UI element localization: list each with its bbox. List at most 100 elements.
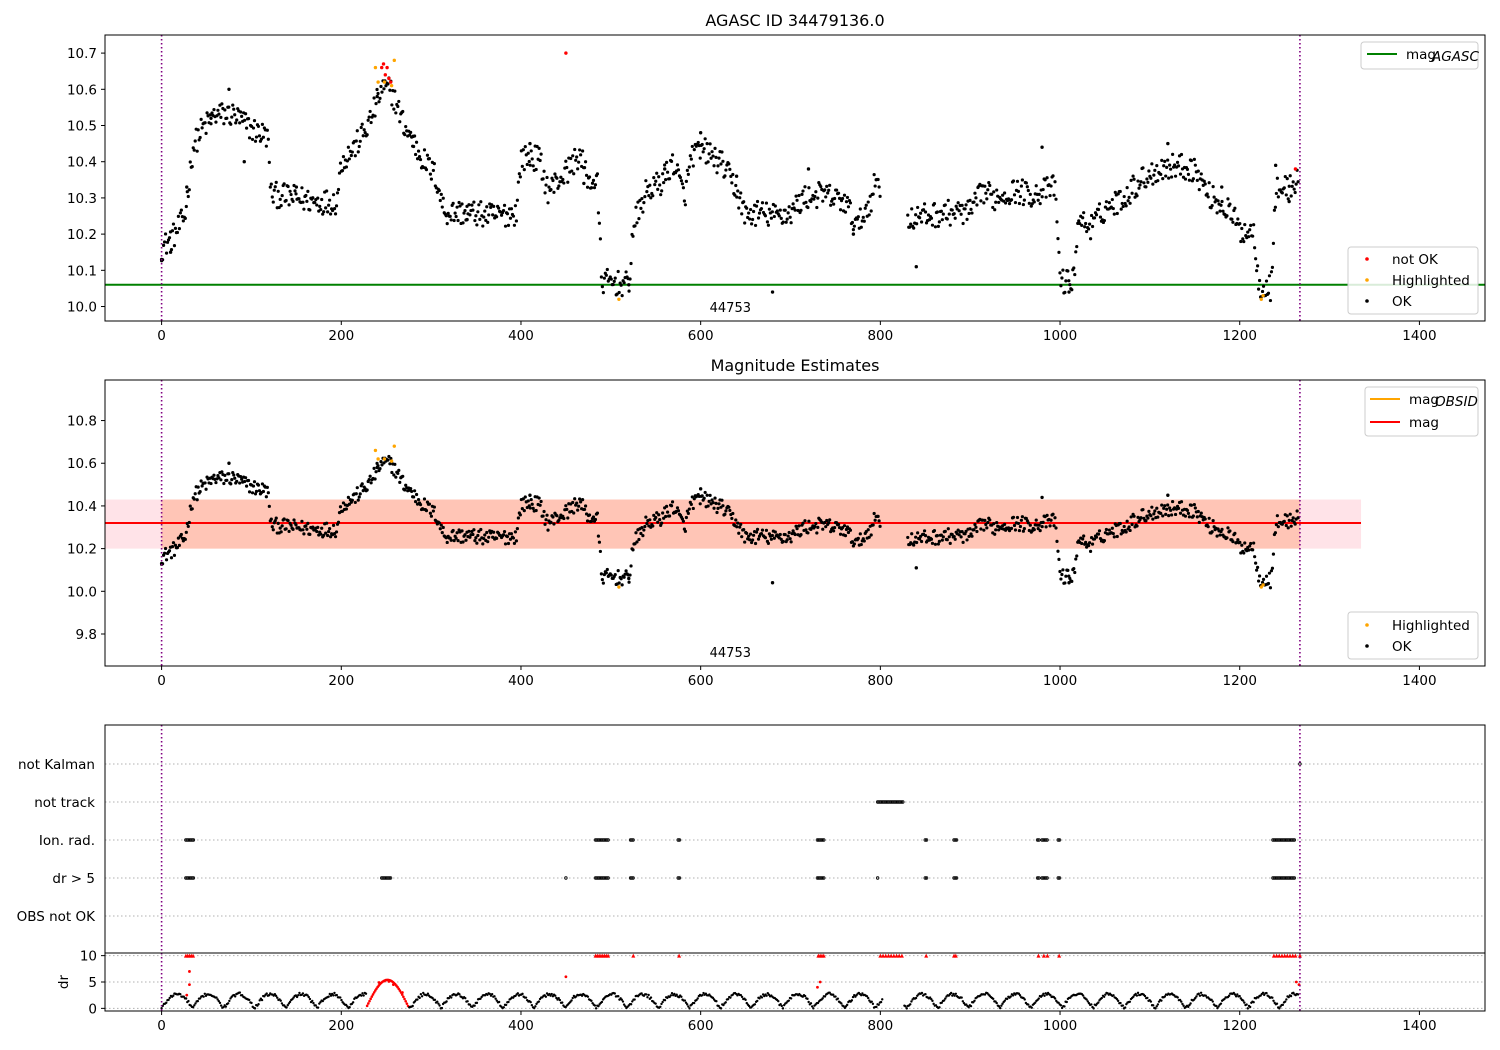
data-point-ok: [698, 156, 702, 160]
data-point-ok: [463, 208, 467, 213]
dr-point-red: [402, 995, 405, 999]
dr-point: [1278, 1007, 1281, 1010]
data-point-ok: [862, 539, 866, 543]
data-point-ok: [785, 538, 789, 542]
data-point-ok: [682, 199, 687, 203]
data-point-ok: [923, 210, 928, 214]
dr-point: [809, 1002, 813, 1005]
data-point-ok: [846, 205, 851, 209]
data-point-ok: [983, 518, 987, 522]
data-point-ok: [858, 532, 862, 536]
data-point-ok: [165, 240, 170, 244]
dr-point: [940, 1001, 944, 1004]
data-point-ok: [1164, 512, 1168, 516]
dr-point: [458, 993, 461, 996]
data-point-ok: [374, 470, 378, 474]
flag-marker: [1045, 838, 1049, 842]
data-point-ok: [277, 205, 281, 210]
data-point-ok: [713, 146, 717, 151]
data-point-ok: [812, 197, 816, 201]
dr-point: [1197, 992, 1200, 995]
data-point-ok: [597, 540, 602, 544]
data-point-ok: [1129, 515, 1133, 519]
dr-point: [422, 991, 425, 995]
data-point-ok: [354, 139, 358, 143]
dr-point: [495, 999, 499, 1002]
data-point-ok: [523, 145, 527, 149]
data-point-ok: [941, 212, 945, 216]
data-point-ok: [578, 148, 582, 152]
data-point-ok: [842, 524, 847, 528]
dr-point: [191, 1006, 195, 1009]
data-point-ok: [1037, 523, 1041, 527]
data-point-ok: [919, 539, 924, 544]
data-point-ok: [1236, 538, 1240, 542]
data-point-ok: [1226, 526, 1230, 530]
data-point-ok: [946, 527, 950, 531]
data-point-ok: [190, 164, 194, 169]
data-point-ok: [723, 174, 727, 178]
data-point-ok: [1094, 213, 1099, 217]
data-point-ok: [1221, 209, 1225, 213]
data-point-ok: [1178, 172, 1183, 176]
data-point-ok: [227, 472, 231, 476]
data-point-ok: [171, 541, 176, 545]
data-point-ok: [960, 203, 964, 207]
data-point-ok: [572, 511, 576, 515]
data-point-ok: [1288, 512, 1292, 516]
data-point-ok: [484, 218, 488, 222]
data-point-ok: [1162, 164, 1166, 168]
data-point-ok: [1070, 579, 1074, 583]
data-point-ok: [755, 199, 760, 204]
data-point-ok: [669, 159, 674, 164]
data-point-ok: [1231, 540, 1235, 544]
data-point-ok: [629, 261, 633, 266]
data-point-ok: [1028, 523, 1032, 527]
dr-point: [238, 991, 242, 994]
data-point-ok: [412, 495, 416, 499]
flag-marker: [1291, 876, 1295, 880]
data-point-ok: [986, 520, 990, 525]
data-point-ok: [1256, 264, 1260, 268]
dr-point: [265, 992, 268, 995]
dr-point: [314, 1004, 317, 1007]
data-point-ok: [848, 528, 853, 532]
dr-point: [1065, 1000, 1068, 1004]
data-point-ok: [932, 202, 937, 206]
dr-point: [806, 997, 809, 1001]
data-point-ok: [852, 224, 856, 228]
data-point-ok: [1088, 237, 1093, 241]
data-point-ok: [807, 519, 811, 523]
dr-point: [165, 1001, 168, 1004]
data-point-ok: [1276, 195, 1280, 199]
dr-y-tick-label: 0: [88, 1001, 97, 1017]
data-point-ok: [456, 539, 460, 543]
data-point-ok: [372, 96, 376, 100]
data-point-ok: [806, 205, 810, 210]
dr-point: [960, 996, 963, 999]
data-point-ok: [719, 162, 723, 166]
data-point-ok: [867, 213, 871, 217]
data-point-ok: [308, 208, 312, 212]
data-point-ok: [1125, 186, 1129, 190]
data-point-ok: [566, 516, 570, 520]
data-point-ok: [932, 529, 937, 533]
dr-point-red: [405, 1002, 409, 1005]
data-point-ok: [828, 183, 832, 187]
data-point-ok: [193, 492, 197, 496]
data-point-ok: [1094, 535, 1099, 539]
dr-point: [312, 1001, 315, 1005]
data-point-ok: [1087, 543, 1091, 548]
data-point-ok: [937, 539, 941, 544]
data-point-ok: [1248, 544, 1252, 548]
data-point-ok: [1110, 526, 1114, 530]
flag-marker: [924, 876, 929, 880]
x-tick-label: 0: [157, 328, 166, 344]
data-point-ok: [1009, 526, 1014, 530]
dr-clip-marker: [1274, 953, 1279, 958]
data-point-ok: [1150, 505, 1154, 509]
dr-point: [633, 998, 636, 1001]
data-point-ok: [244, 484, 249, 488]
data-point-ok: [1073, 272, 1077, 277]
data-point-ok: [861, 215, 865, 219]
